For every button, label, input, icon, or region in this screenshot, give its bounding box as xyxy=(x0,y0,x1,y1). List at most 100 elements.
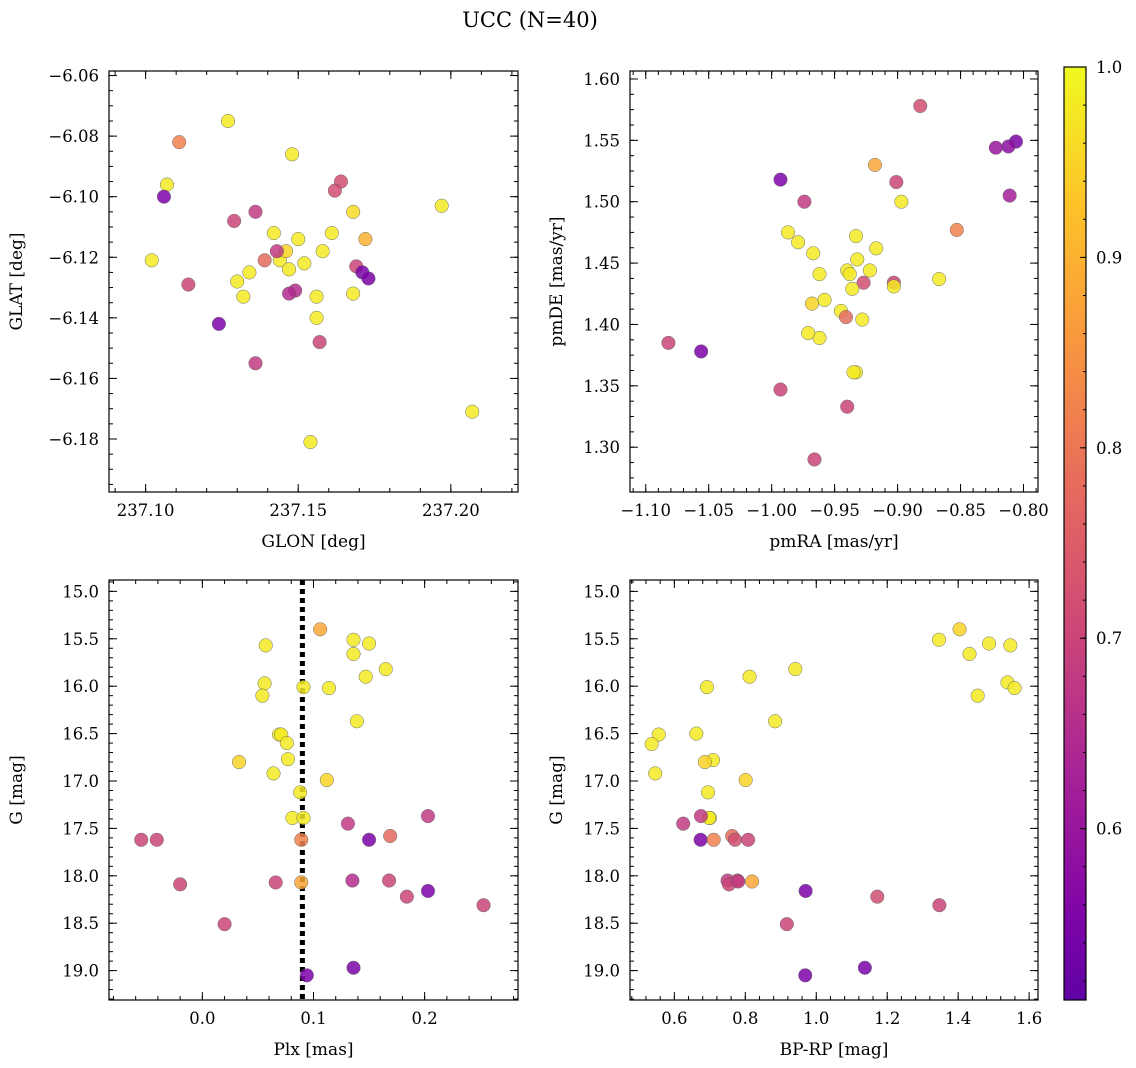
data-point xyxy=(886,279,901,294)
x-tick-label: 1.2 xyxy=(874,1009,900,1028)
y-tick-label: 19.0 xyxy=(583,962,620,981)
y-tick-label: 15.0 xyxy=(62,582,99,601)
data-point xyxy=(293,785,308,800)
data-point xyxy=(768,714,783,729)
x-tick-label: 1.4 xyxy=(945,1009,971,1028)
y-tick-label: 16.5 xyxy=(62,725,99,744)
data-point xyxy=(797,194,812,209)
data-point xyxy=(773,382,788,397)
data-point xyxy=(693,832,708,847)
y-tick-label: −6.06 xyxy=(48,67,99,86)
data-point xyxy=(149,832,164,847)
data-point xyxy=(648,766,663,781)
data-point xyxy=(846,365,861,380)
colorbar-tick-label: 0.7 xyxy=(1096,629,1122,648)
data-point xyxy=(817,292,832,307)
data-point xyxy=(358,232,373,247)
data-point xyxy=(291,232,306,247)
data-point xyxy=(894,194,909,209)
x-tick-label: 0.6 xyxy=(661,1009,687,1028)
data-point xyxy=(476,898,491,913)
y-tick-label: 17.5 xyxy=(583,819,620,838)
data-point xyxy=(742,669,757,684)
x-tick-label: 237.15 xyxy=(269,501,327,520)
data-point xyxy=(788,662,803,677)
data-point xyxy=(845,281,860,296)
data-point xyxy=(1003,638,1018,653)
data-point xyxy=(382,873,397,888)
axes-frame xyxy=(629,579,1039,1001)
data-point xyxy=(362,636,377,651)
data-point xyxy=(676,816,691,831)
data-point xyxy=(773,172,788,187)
y-tick-label: −6.14 xyxy=(48,309,99,328)
data-point xyxy=(319,772,334,788)
data-point xyxy=(661,335,676,350)
panel-spatial: 237.10 237.15 237.20 −6.18 −6.16 −6.14 −6.12 −6… xyxy=(7,67,519,552)
data-point xyxy=(242,265,257,280)
data-point xyxy=(870,889,885,904)
x-tick-label: −0.90 xyxy=(872,501,923,520)
data-point xyxy=(220,113,236,129)
y-tick-label: 1.30 xyxy=(583,438,620,457)
y-tick-label: −6.08 xyxy=(48,127,99,146)
x-axis-label: pmRA [mas/yr] xyxy=(769,532,898,552)
data-point xyxy=(315,244,330,259)
data-point xyxy=(236,289,251,304)
data-point xyxy=(296,810,311,826)
data-point xyxy=(913,98,928,114)
data-point xyxy=(434,198,449,213)
data-point xyxy=(159,177,175,192)
data-point xyxy=(211,316,226,331)
colorbar-gradient xyxy=(1063,66,1087,1001)
data-point xyxy=(309,289,324,304)
data-point xyxy=(279,736,294,751)
data-point xyxy=(798,968,813,983)
data-point xyxy=(798,883,813,899)
y-tick-label: 16.0 xyxy=(62,677,99,696)
axes-frame xyxy=(629,70,1039,493)
data-point xyxy=(804,296,820,311)
y-tick-label: 15.5 xyxy=(583,630,620,649)
x-axis-label: Plx [mas] xyxy=(273,1040,353,1060)
data-point xyxy=(285,147,300,162)
data-point xyxy=(340,816,356,831)
data-point xyxy=(952,622,967,637)
data-point xyxy=(268,875,283,890)
data-point xyxy=(227,213,242,228)
figure-title: UCC (N=40) xyxy=(462,8,598,32)
data-point xyxy=(266,225,281,241)
x-axis-label: GLON [deg] xyxy=(261,532,365,552)
y-tick-label: 16.0 xyxy=(583,677,620,696)
x-tick-label: −1.00 xyxy=(746,501,797,520)
data-point xyxy=(706,832,721,847)
y-tick-label: 18.0 xyxy=(62,867,99,886)
data-point xyxy=(378,662,393,677)
y-tick-label: 1.45 xyxy=(583,254,620,273)
x-tick-label: −1.10 xyxy=(620,501,671,520)
data-point xyxy=(327,183,342,198)
data-point xyxy=(932,898,947,913)
data-point xyxy=(144,253,159,268)
data-point xyxy=(465,404,480,419)
data-point xyxy=(134,832,149,847)
data-point xyxy=(848,229,864,244)
data-point xyxy=(280,752,295,767)
x-tick-label: −1.05 xyxy=(683,501,734,520)
y-tick-label: 1.60 xyxy=(583,70,620,89)
data-point xyxy=(231,754,247,770)
data-point xyxy=(838,310,854,325)
data-point xyxy=(248,204,263,219)
data-point xyxy=(297,256,312,271)
data-point xyxy=(282,286,297,301)
x-tick-label: 0.1 xyxy=(300,1009,326,1028)
data-point xyxy=(346,646,361,662)
colorbar-tick-label: 0.8 xyxy=(1096,439,1122,458)
y-tick-label: 1.40 xyxy=(583,315,620,334)
colorbar: 0.6 0.7 0.8 0.9 1.0 xyxy=(1063,58,1122,1001)
data-point xyxy=(988,140,1003,155)
data-point xyxy=(217,917,232,932)
data-point xyxy=(689,726,704,741)
data-point xyxy=(258,638,273,653)
y-tick-label: −6.10 xyxy=(48,188,99,207)
